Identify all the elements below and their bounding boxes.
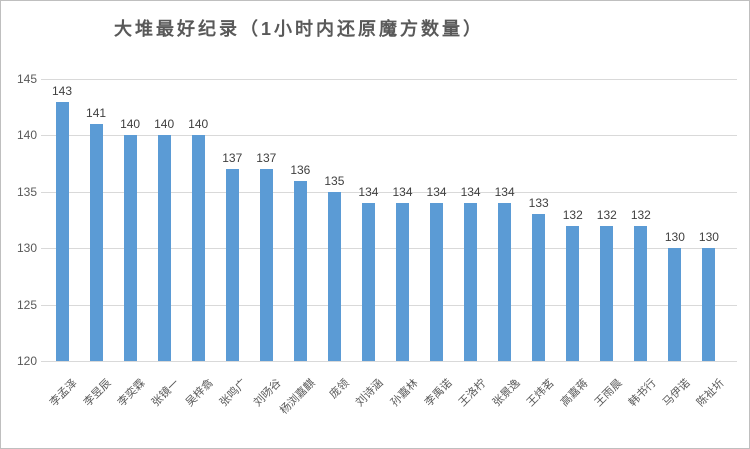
bar bbox=[430, 203, 444, 361]
bar bbox=[702, 248, 716, 361]
x-axis-category-label: 刘诗涵 bbox=[354, 377, 387, 409]
x-axis-category-label: 马伊诺 bbox=[660, 377, 693, 409]
x-axis-category-label: 孙嘉林 bbox=[388, 377, 421, 409]
y-axis-tick-label: 135 bbox=[16, 184, 37, 199]
bar bbox=[361, 203, 375, 361]
bar bbox=[532, 214, 546, 361]
bar-value-label: 143 bbox=[51, 83, 73, 98]
y-axis-tick-label: 130 bbox=[16, 241, 37, 256]
y-axis-tick-label: 145 bbox=[16, 72, 37, 86]
x-axis-category-label: 张鸣广 bbox=[218, 377, 250, 409]
gridline bbox=[41, 191, 737, 193]
bar bbox=[600, 225, 614, 361]
bar bbox=[396, 203, 409, 361]
x-axis-category-label: 张镜一 bbox=[149, 377, 182, 409]
gridline bbox=[41, 248, 737, 250]
bar-value-label: 134 bbox=[358, 185, 379, 200]
bar-value-label: 140 bbox=[188, 117, 209, 132]
bar-value-label: 137 bbox=[222, 151, 243, 166]
x-axis-category-label: 陈祉圻 bbox=[694, 377, 727, 409]
bar-value-label: 130 bbox=[698, 230, 719, 245]
y-axis-tick-label: 140 bbox=[16, 128, 37, 143]
gridline bbox=[41, 135, 737, 137]
bar bbox=[498, 203, 512, 361]
x-axis-category-label: 王炜茗 bbox=[524, 377, 557, 409]
bar-value-label: 134 bbox=[494, 185, 515, 200]
bar bbox=[55, 101, 69, 361]
bar-value-label: 132 bbox=[596, 207, 617, 222]
x-axis-category-label: 吴梓翕 bbox=[183, 377, 216, 409]
y-axis-tick-label: 120 bbox=[16, 354, 37, 368]
x-axis-category-label: 杨浏嘉麒 bbox=[278, 377, 318, 417]
x-axis-category-label: 高嘉蒋 bbox=[558, 377, 591, 409]
x-axis-category-label: 王雨晨 bbox=[592, 377, 625, 409]
gridline bbox=[41, 361, 737, 362]
bar-value-label: 135 bbox=[324, 173, 345, 188]
bar bbox=[464, 203, 478, 361]
x-axis-category-label: 李昱辰 bbox=[81, 377, 114, 409]
x-axis-category-label: 李孟泽 bbox=[47, 377, 80, 409]
bar bbox=[191, 135, 205, 361]
bar bbox=[157, 135, 171, 361]
bar-value-label: 130 bbox=[664, 230, 685, 245]
x-axis-category-label: 庞领 bbox=[327, 377, 353, 402]
chart-title: 大堆最好纪录（1小时内还原魔方数量） bbox=[114, 19, 485, 39]
x-axis-category-label: 张景逸 bbox=[490, 377, 523, 409]
bar-value-label: 134 bbox=[460, 185, 481, 200]
bar-value-label: 132 bbox=[562, 207, 583, 222]
bar bbox=[634, 225, 648, 361]
bar bbox=[123, 135, 137, 361]
bar-value-label: 140 bbox=[154, 117, 175, 132]
bar bbox=[89, 124, 103, 361]
bar-value-label: 136 bbox=[290, 162, 311, 177]
bar-value-label: 132 bbox=[630, 207, 651, 222]
x-axis-category-label: 李禹诺 bbox=[422, 377, 455, 409]
bar bbox=[259, 169, 273, 361]
gridline bbox=[41, 79, 737, 80]
bar-value-label: 137 bbox=[256, 151, 277, 166]
bar bbox=[668, 248, 682, 361]
bar-value-label: 141 bbox=[86, 106, 107, 121]
x-axis-category-label: 王洛柠 bbox=[456, 377, 489, 409]
gridline bbox=[41, 304, 737, 306]
bar-value-label: 133 bbox=[528, 196, 549, 211]
bar bbox=[327, 191, 341, 361]
x-axis-category-label: 李奕霖 bbox=[115, 377, 148, 409]
bar bbox=[293, 180, 307, 361]
bar bbox=[566, 225, 580, 361]
bar-value-label: 140 bbox=[120, 117, 141, 132]
bar-value-label: 134 bbox=[392, 185, 413, 200]
bar bbox=[225, 169, 239, 361]
x-axis-category-label: 韩书行 bbox=[626, 377, 659, 409]
bar-value-label: 134 bbox=[426, 185, 447, 200]
y-axis-tick-label: 125 bbox=[16, 297, 37, 312]
